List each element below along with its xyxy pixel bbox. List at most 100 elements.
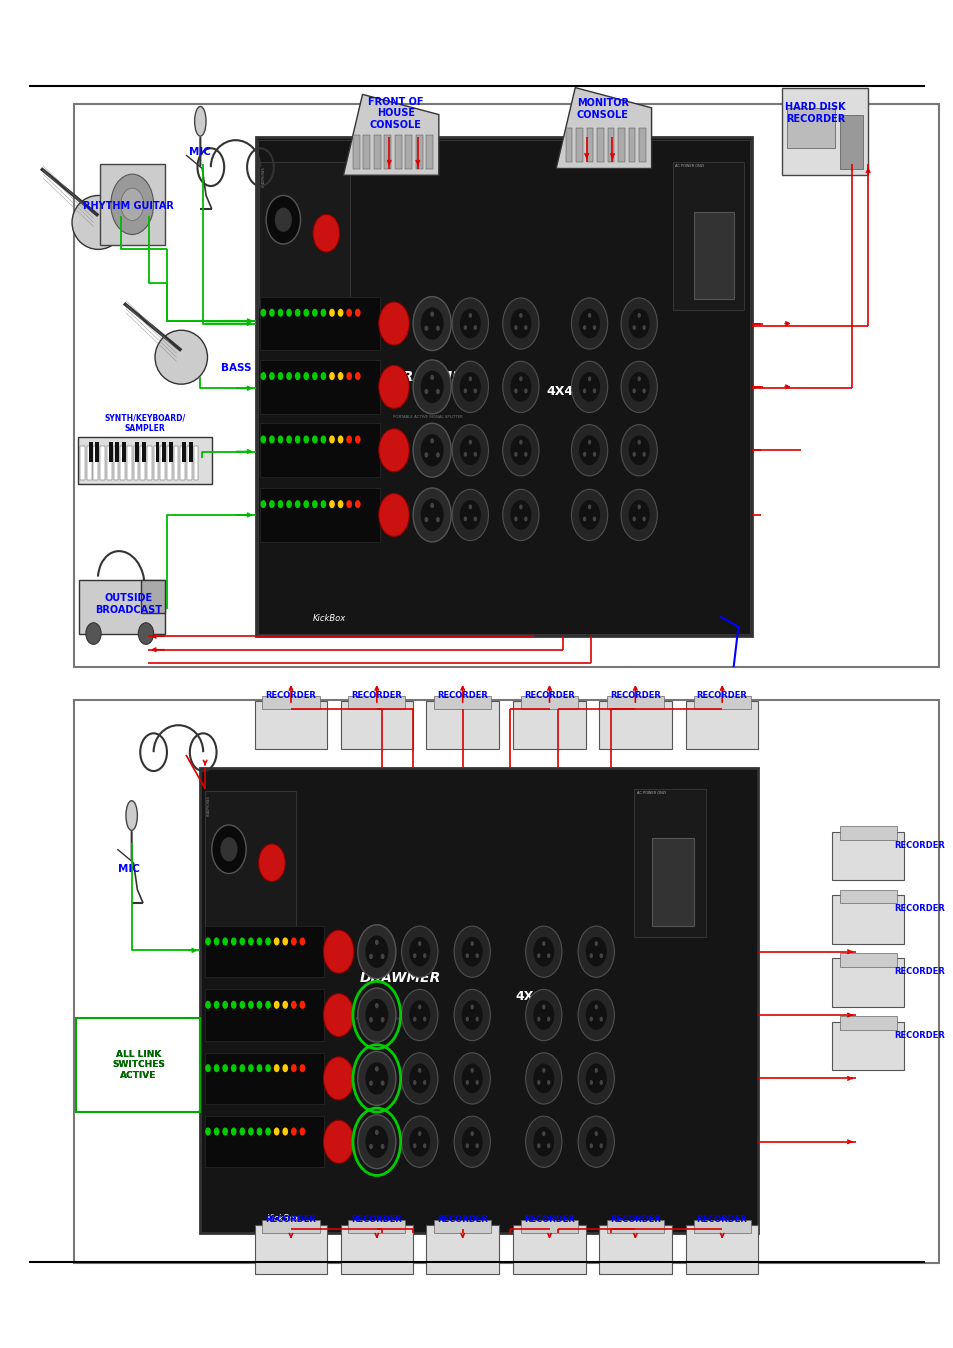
Bar [113, 446, 118, 480]
Circle shape [329, 309, 335, 317]
Bar [127, 446, 132, 480]
Bar [254, 701, 327, 749]
Circle shape [401, 926, 437, 977]
Bar [606, 1220, 663, 1233]
Circle shape [420, 307, 443, 340]
Text: RECORDER: RECORDER [893, 905, 943, 913]
Circle shape [256, 937, 262, 945]
Bar [260, 297, 379, 350]
Bar [831, 832, 903, 880]
Circle shape [594, 1068, 598, 1073]
Circle shape [369, 1016, 373, 1022]
Bar [109, 442, 112, 462]
Circle shape [303, 435, 309, 443]
Circle shape [355, 435, 360, 443]
Bar [142, 442, 146, 462]
Circle shape [323, 1057, 354, 1100]
Circle shape [422, 1143, 426, 1148]
Circle shape [463, 388, 467, 394]
Bar [520, 696, 578, 709]
Bar [180, 446, 185, 480]
Circle shape [121, 189, 144, 221]
Bar [205, 926, 324, 977]
Bar [651, 838, 693, 926]
Circle shape [473, 452, 476, 457]
Bar [598, 701, 671, 749]
Circle shape [592, 388, 596, 394]
Bar [781, 88, 867, 175]
Circle shape [239, 1064, 245, 1072]
Circle shape [525, 926, 561, 977]
Circle shape [357, 988, 395, 1042]
Bar [167, 446, 172, 480]
Bar [597, 128, 603, 162]
Circle shape [422, 953, 426, 958]
Circle shape [459, 500, 480, 530]
Bar [434, 1220, 491, 1233]
Ellipse shape [194, 106, 206, 136]
Circle shape [585, 937, 606, 967]
Bar [576, 128, 582, 162]
Circle shape [409, 1127, 430, 1157]
Circle shape [222, 1000, 228, 1008]
Text: MIC: MIC [118, 864, 139, 875]
Bar [639, 128, 645, 162]
Circle shape [346, 372, 352, 380]
Circle shape [430, 503, 434, 508]
Circle shape [417, 1068, 421, 1073]
Circle shape [320, 435, 326, 443]
Text: RECORDER: RECORDER [436, 1216, 488, 1224]
Circle shape [274, 1064, 279, 1072]
Circle shape [454, 926, 490, 977]
Circle shape [514, 516, 517, 522]
Bar [374, 135, 380, 168]
Circle shape [578, 500, 599, 530]
Circle shape [578, 1116, 614, 1167]
Circle shape [473, 388, 476, 394]
Circle shape [346, 500, 352, 508]
Bar [685, 701, 758, 749]
Circle shape [470, 1004, 474, 1010]
Circle shape [571, 361, 607, 412]
Bar [786, 108, 834, 148]
Bar [147, 446, 152, 480]
Circle shape [420, 371, 443, 403]
Circle shape [473, 516, 476, 522]
Circle shape [265, 1127, 271, 1135]
Bar [693, 696, 750, 709]
Circle shape [578, 989, 614, 1041]
Bar [839, 115, 862, 168]
Circle shape [598, 1080, 602, 1085]
Circle shape [470, 941, 474, 946]
Text: PORTABLE ACTIVE SIGNAL SPLITTER: PORTABLE ACTIVE SIGNAL SPLITTER [355, 1018, 426, 1022]
Circle shape [413, 488, 451, 542]
Circle shape [294, 309, 300, 317]
Circle shape [365, 1126, 388, 1158]
Circle shape [329, 500, 335, 508]
Circle shape [378, 302, 409, 345]
Circle shape [413, 360, 451, 414]
Bar [260, 423, 379, 477]
Circle shape [111, 174, 153, 235]
Circle shape [461, 1127, 482, 1157]
Bar [135, 442, 139, 462]
Circle shape [312, 435, 317, 443]
Circle shape [585, 1000, 606, 1030]
Circle shape [346, 309, 352, 317]
Text: HEADPHONES: HEADPHONES [207, 795, 211, 816]
Circle shape [620, 298, 657, 349]
Circle shape [510, 500, 531, 530]
Circle shape [312, 500, 317, 508]
Bar [155, 442, 159, 462]
Circle shape [417, 1004, 421, 1010]
Bar [262, 1220, 319, 1233]
Circle shape [587, 439, 591, 445]
Bar [363, 135, 370, 168]
Circle shape [470, 1131, 474, 1136]
Circle shape [632, 452, 636, 457]
Text: HARD DISK
RECORDER: HARD DISK RECORDER [784, 102, 845, 124]
Bar [255, 137, 751, 636]
Circle shape [514, 325, 517, 330]
Circle shape [518, 376, 522, 381]
Bar [831, 958, 903, 1007]
